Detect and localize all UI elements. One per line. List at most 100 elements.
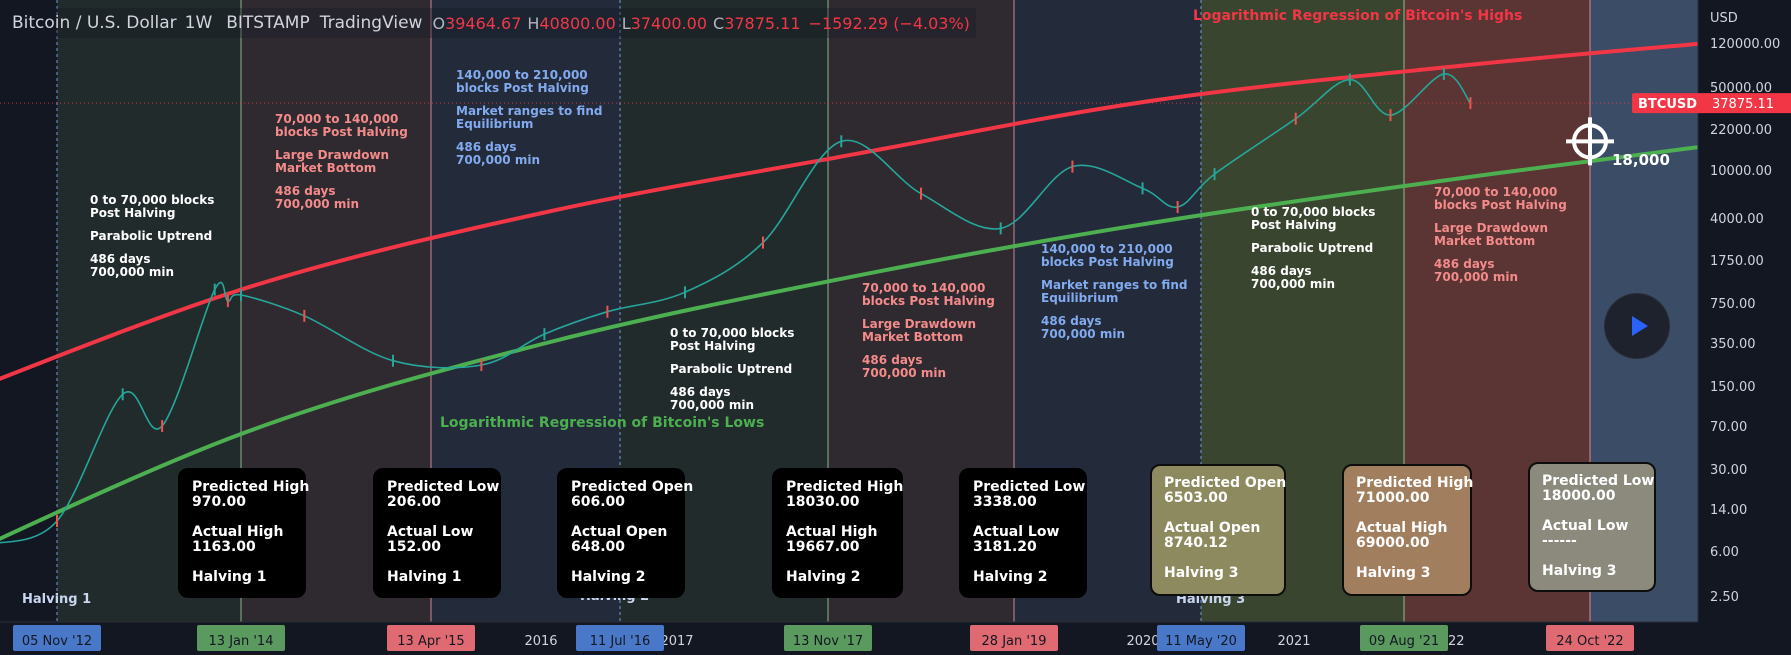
prediction-spacer [1356, 551, 1458, 566]
cursor-value: 18,000 [1612, 151, 1670, 169]
prediction-spacer [571, 510, 671, 525]
change-value: −1592.29 (−4.03%) [808, 13, 970, 33]
prediction-line: Halving 3 [1164, 565, 1239, 581]
cycle-annotation-text: 70,000 to 140,000 [275, 112, 398, 126]
prediction-box: Predicted High 71000.00 Actual High 69000.0… [1342, 464, 1473, 596]
prediction-line: Halving 3 [1542, 563, 1617, 579]
time-axis-year: 2021 [1277, 634, 1310, 649]
play-button[interactable] [1605, 294, 1669, 358]
cycle-annotation-text: Parabolic Uptrend [670, 362, 792, 376]
cycle-annotation-text: Large Drawdown [275, 148, 389, 162]
cycle-annotation-text: 486 days [1251, 264, 1312, 278]
prediction-spacer [1542, 504, 1642, 519]
prediction-line: 8740.12 [1164, 535, 1228, 551]
cycle-annotation-text: 700,000 min [862, 366, 946, 380]
symbol-title[interactable]: Bitcoin / U.S. Dollar [12, 13, 177, 33]
prediction-spacer [192, 510, 292, 525]
cycle-annotation-text: 700,000 min [1041, 327, 1125, 341]
play-icon [1631, 316, 1648, 336]
price-axis-tick: 150.00 [1710, 380, 1756, 395]
prediction-line: Halving 2 [571, 569, 646, 585]
low-regression-label: Logarithmic Regression of Bitcoin's Lows [440, 415, 764, 431]
price-axis-tick: 1750.00 [1710, 254, 1764, 269]
high-regression-label: Logarithmic Regression of Bitcoin's High… [1193, 8, 1522, 24]
cycle-annotation-text: 700,000 min [275, 197, 359, 211]
prediction-line: 1163.00 [192, 539, 256, 555]
cycle-annotation-text: 140,000 to 210,000 [456, 68, 588, 82]
cycle-annotation-text: Post Halving [670, 339, 755, 353]
price-axis-tick: 120000.00 [1710, 37, 1780, 52]
cycle-annotation-text: blocks Post Halving [275, 125, 408, 139]
time-marker-badge [13, 625, 101, 651]
cycle-annotation-text: Equilibrium [456, 117, 533, 131]
price-series-line [0, 73, 1472, 544]
prediction-line: 18000.00 [1542, 488, 1616, 504]
cycle-annotation-text: Post Halving [1251, 218, 1336, 232]
prediction-spacer [973, 555, 1073, 570]
prediction-spacer [1542, 549, 1642, 564]
cycle-annotation-text: 0 to 70,000 blocks [1251, 205, 1375, 219]
close-value: 37875.11 [724, 13, 801, 33]
time-marker-badge [576, 625, 664, 651]
prediction-line: 3338.00 [973, 494, 1037, 510]
prediction-box: Predicted Low 18000.00 Actual Low ------ Hal… [1528, 462, 1656, 592]
price-axis-tick: 2.50 [1710, 590, 1739, 605]
prediction-box: Predicted Open 606.00 Actual Open 648.00 Hal… [557, 468, 693, 598]
open-value: 39464.67 [445, 13, 522, 33]
prediction-line: 18030.00 [786, 494, 860, 510]
prediction-line: 69000.00 [1356, 535, 1430, 551]
cycle-annotation-text: Parabolic Uptrend [90, 229, 212, 243]
price-axis-tick: 350.00 [1710, 337, 1756, 352]
interval-label[interactable]: 1W [184, 13, 213, 33]
chart-header: Bitcoin / U.S. Dollar 1W BITSTAMP Tradin… [8, 8, 976, 38]
time-marker-label: 13 Apr '15 [397, 634, 464, 649]
cycle-annotation-text: Market Bottom [862, 330, 963, 344]
time-marker-label: 05 Nov '12 [22, 634, 92, 649]
cycle-annotation-text: Post Halving [90, 206, 175, 220]
prediction-line: Halving 2 [786, 569, 861, 585]
cycle-annotation-text: Market Bottom [1434, 234, 1535, 248]
prediction-line: Predicted High [192, 479, 310, 495]
close-label: C [713, 13, 725, 33]
price-axis-tick: 50000.00 [1710, 81, 1772, 96]
high-label: H [527, 13, 540, 33]
time-axis-year: 2020 [1126, 634, 1159, 649]
time-marker-badge [1360, 625, 1448, 651]
prediction-line: Actual Open [1164, 520, 1261, 536]
time-marker-badge [387, 625, 475, 651]
prediction-line: 6503.00 [1164, 490, 1228, 506]
open-label: O [432, 13, 446, 33]
time-marker-badge [1157, 625, 1245, 651]
prediction-line: 19667.00 [786, 539, 860, 555]
cycle-annotation-text: blocks Post Halving [1041, 255, 1174, 269]
price-axis-currency: USD [1710, 11, 1738, 26]
cycle-annotation-text: Parabolic Uptrend [1251, 241, 1373, 255]
price-axis-tick: 14.00 [1710, 503, 1747, 518]
cycle-annotation-text: blocks Post Halving [1434, 198, 1567, 212]
time-axis-year: 2016 [524, 634, 557, 649]
cycle-annotation-text: Equilibrium [1041, 291, 1118, 305]
cycle-annotation-text: blocks Post Halving [862, 294, 995, 308]
prediction-line: Predicted Open [1164, 475, 1287, 491]
cycle-annotation-text: 700,000 min [670, 398, 754, 412]
prediction-spacer [387, 510, 487, 525]
time-marker-label: 13 Jan '14 [209, 634, 274, 649]
prediction-spacer [1164, 506, 1272, 521]
exchange-label: BITSTAMP [226, 13, 310, 33]
time-marker-label: 24 Oct '22 [1556, 634, 1623, 649]
cycle-annotation-text: 486 days [456, 140, 517, 154]
prediction-line: Actual High [786, 524, 878, 540]
time-marker-badge [1546, 625, 1634, 651]
price-axis-tick: 10000.00 [1710, 164, 1772, 179]
cycle-annotation-text: 70,000 to 140,000 [1434, 185, 1557, 199]
prediction-box: Predicted High 970.00 Actual High 1163.00 Ha… [178, 468, 310, 598]
last-price-symbol: BTCUSD [1638, 97, 1697, 112]
cycle-annotation-text: 70,000 to 140,000 [862, 281, 985, 295]
prediction-spacer [387, 555, 487, 570]
cycle-annotation-text: 486 days [1434, 257, 1495, 271]
prediction-line: 71000.00 [1356, 490, 1430, 506]
cycle-annotation-text: Market Bottom [275, 161, 376, 175]
prediction-line: Predicted Low [387, 479, 500, 495]
prediction-line: Predicted Low [1542, 473, 1655, 489]
